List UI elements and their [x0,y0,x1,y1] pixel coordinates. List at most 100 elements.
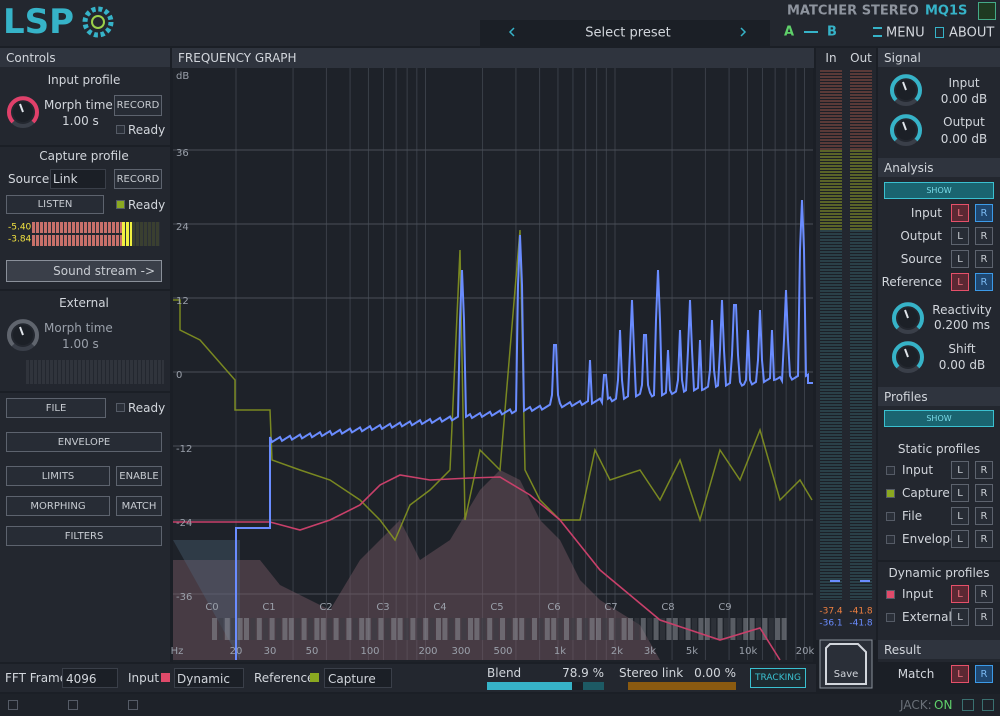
piano-key [352,618,358,640]
meter-value: -37.4 [819,606,843,617]
fft-value[interactable]: 4096 [66,672,97,686]
piano-key [493,618,499,640]
knob-pointer [904,309,909,319]
piano-key [269,618,275,640]
morphing-button[interactable]: MORPHING [6,496,110,516]
gear-core [91,15,105,29]
tracking-button[interactable]: TRACKING [750,668,806,688]
input-color [161,673,170,682]
show-button[interactable]: SHOW [884,410,994,427]
ab-a[interactable]: A [783,24,795,40]
level-right: -3.84 [8,234,32,245]
meter-value: -36.1 [819,618,843,629]
morph-value: 1.00 s [62,337,99,351]
stereo-value: 0.00 % [694,666,736,680]
r-button[interactable]: R [975,608,993,626]
piano-key [480,618,486,640]
limits-button[interactable]: LIMITS [6,466,110,486]
piano-key [397,618,403,640]
r-button[interactable]: R [975,227,993,245]
l-button[interactable]: L [951,227,969,245]
level-peak [830,580,840,582]
l-button[interactable]: L [951,507,969,525]
piano-key [263,618,269,640]
row-label: Source [900,252,942,266]
shift-label: Shift [948,342,976,356]
section-title: Capture profile [39,149,129,163]
piano-key [365,618,371,640]
row-label: Reference [881,275,942,289]
analysis-header [878,158,1000,177]
l-button[interactable]: L [951,204,969,222]
envelope-button[interactable]: ENVELOPE [6,432,162,452]
r-button[interactable]: R [975,204,993,222]
piano-key [276,618,281,640]
r-button[interactable]: R [975,585,993,603]
piano-key [416,618,422,640]
r-button[interactable]: R [975,461,993,479]
save-label[interactable]: Save [833,669,859,680]
l-button[interactable]: L [951,585,969,603]
about-button[interactable]: ABOUT [949,25,995,41]
r-button[interactable]: R [975,665,993,683]
l-button[interactable]: L [951,484,969,502]
signal-header [878,48,1000,67]
piano-key [730,618,736,640]
l-button[interactable]: L [951,530,969,548]
stereo-slider [628,682,736,690]
freq-tick-label: 1k [553,646,567,657]
preset-selector[interactable]: Select preset [585,25,671,41]
plugin-name: MATCHER STEREO [787,3,919,19]
l-button[interactable]: L [951,665,969,683]
show-button[interactable]: SHOW [884,182,994,199]
prev-preset [508,27,515,37]
file-button[interactable]: FILE [6,398,106,418]
ab-b[interactable]: B [827,24,837,40]
enable-button[interactable]: ENABLE [116,466,162,486]
r-button[interactable]: R [975,273,993,291]
piano-key [608,618,614,640]
footer-icon [8,700,18,710]
filters-button[interactable]: FILTERS [6,526,162,546]
piano-key [653,618,659,640]
input-label: Input [128,671,160,685]
r-button[interactable]: R [975,250,993,268]
knob [7,96,39,128]
match-button[interactable]: MATCH [116,496,162,516]
stream-button[interactable]: Sound stream -> [6,260,162,282]
piano-key [660,618,665,640]
checkbox [886,590,895,599]
piano-key [468,618,473,640]
r-button[interactable]: R [975,507,993,525]
piano-key [404,618,409,640]
piano-key [628,618,633,640]
r-button[interactable]: R [975,530,993,548]
source-value[interactable]: Link [53,172,78,186]
meter-value: -41.8 [849,618,873,629]
r-button[interactable]: R [975,484,993,502]
l-button[interactable]: L [951,461,969,479]
record-button[interactable]: RECORD [114,169,162,189]
piano-key [448,618,454,640]
level-meter-mid [850,150,872,230]
about-icon [935,27,944,38]
section-header: Result [884,643,922,657]
record-button[interactable]: RECORD [114,95,162,116]
piano-key [576,618,582,640]
section-title: Static profiles [897,442,981,456]
listen-button[interactable]: LISTEN [6,195,104,214]
blend-rest [583,682,604,690]
piano-key [621,618,627,640]
note-label: C6 [547,602,561,613]
input-value[interactable]: Dynamic [177,672,230,686]
l-button[interactable]: L [951,273,969,291]
freq-tick-label: 200 [418,646,438,657]
section-header: Analysis [884,161,934,175]
jack-label: JACK: [900,698,932,712]
menu-button[interactable]: MENU [886,25,925,41]
section-title: Input profile [47,73,121,87]
l-button[interactable]: L [951,608,969,626]
l-button[interactable]: L [951,250,969,268]
row-label: Input [902,587,934,601]
reference-value[interactable]: Capture [328,672,376,686]
